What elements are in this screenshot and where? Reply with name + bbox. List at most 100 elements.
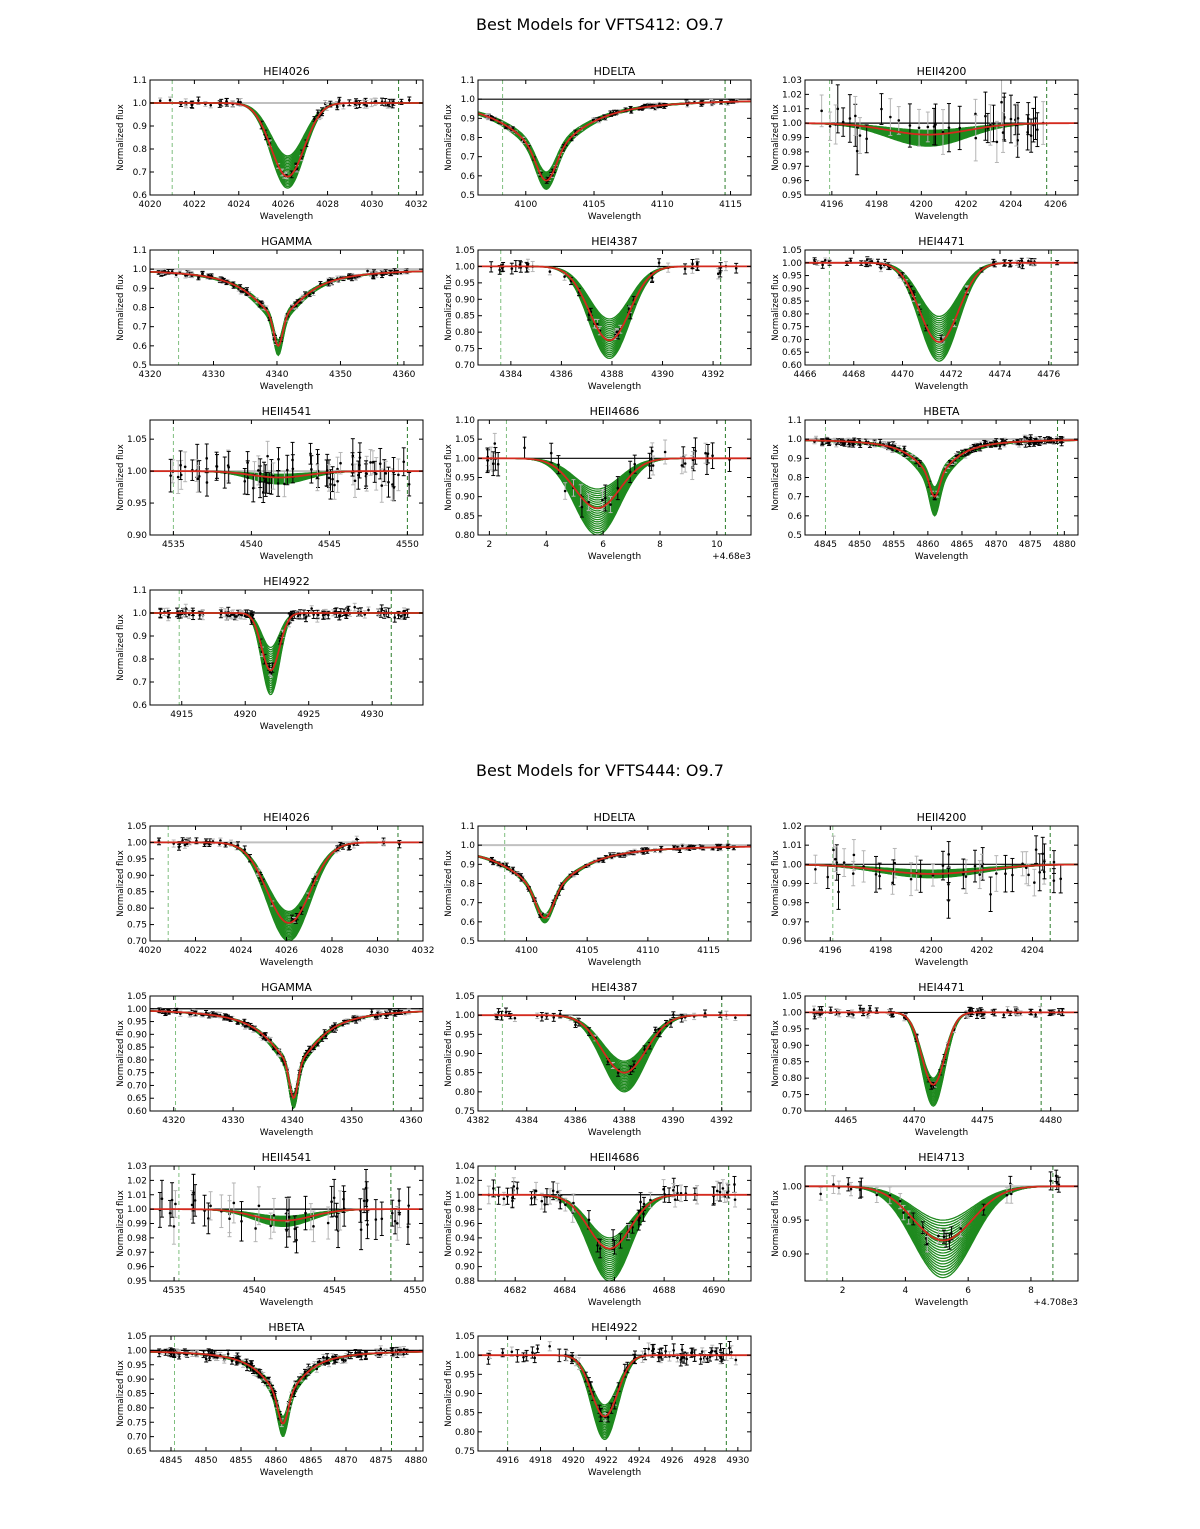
best-fit-curve	[478, 1354, 751, 1418]
data-point	[563, 482, 568, 500]
x-tick-label: 4880	[1053, 540, 1076, 550]
data-point	[650, 272, 655, 283]
y-tick-label: 0.70	[782, 335, 802, 345]
data-point	[828, 1006, 833, 1014]
y-tick-label: 0.95	[455, 279, 475, 289]
data-point	[379, 1201, 384, 1237]
x-tick-label: 2	[840, 1286, 846, 1296]
x-tick-label: 4022	[183, 200, 206, 210]
y-tick-label: 0.95	[127, 1277, 147, 1287]
data-point	[718, 1182, 723, 1202]
x-tick-label: 4032	[405, 200, 428, 210]
model-curve	[150, 841, 423, 918]
data-point	[365, 1210, 370, 1240]
data-point	[183, 451, 188, 483]
x-axis-label: Wavelength	[915, 552, 968, 562]
model-curve	[478, 1194, 751, 1268]
x-tick-label: 4865	[300, 1456, 323, 1466]
y-tick-label: 1.00	[455, 1351, 475, 1361]
x-axis-label: Wavelength	[588, 1298, 641, 1308]
plot-area	[150, 996, 423, 1111]
data-point	[393, 1207, 398, 1235]
y-tick-label: 1.05	[455, 992, 475, 1002]
y-tick-label: 0.85	[782, 1058, 802, 1068]
y-tick-label: 1.00	[782, 259, 802, 269]
x-tick-label: 4690	[702, 1286, 725, 1296]
model-curve	[805, 262, 1078, 330]
y-tick-label: 1.00	[455, 262, 475, 272]
data-point	[547, 267, 552, 276]
x-tick-label: 4870	[335, 1456, 358, 1466]
plot-area	[478, 80, 751, 195]
x-tick-label: 4110	[651, 200, 674, 210]
model-curve	[150, 270, 423, 349]
y-tick-label: 0.6	[461, 918, 476, 928]
model-curve	[150, 1010, 423, 1105]
model-curve	[150, 1010, 423, 1109]
model-curve	[805, 262, 1078, 347]
y-axis-label: Normalized flux	[444, 104, 454, 171]
y-tick-label: 0.96	[455, 1220, 475, 1230]
data-point	[485, 447, 490, 474]
data-point	[850, 1009, 855, 1018]
data-point	[380, 97, 385, 106]
model-curve	[478, 265, 751, 324]
x-offset-label: +4.708e3	[1033, 1298, 1078, 1308]
x-tick-label: 4	[903, 1286, 909, 1296]
axes-frame	[149, 419, 424, 536]
model-curve	[150, 102, 423, 157]
panel-hbeta: 4845 4850 4855 4860 4865 4870 4875 4880 0.5 0.6 0.…	[771, 405, 1079, 562]
x-tick-label: 4466	[794, 370, 817, 380]
panel-heii4686: 4682 4684 4686 4688 4690 0.88 0.90 0.92 0.94 0.96…	[444, 1151, 752, 1308]
best-fit-curve	[150, 102, 423, 178]
data-point	[1010, 857, 1015, 893]
data-point	[1054, 1175, 1059, 1191]
model-curve	[805, 262, 1078, 324]
best-fit-curve	[150, 841, 423, 924]
y-tick-label: 0.9	[461, 860, 476, 870]
data-point	[1005, 1006, 1010, 1015]
data-point	[727, 447, 732, 472]
model-curve	[150, 1010, 423, 1098]
panel-hei4026: 4020 4022 4024 4026 4028 4030 4032 0.6 0.7 0.8 0.9…	[116, 65, 428, 222]
y-axis-label: Normalized flux	[771, 274, 781, 341]
y-tick-label: 1.01	[782, 841, 802, 851]
y-tick-label: 0.6	[133, 701, 148, 711]
data-point	[861, 850, 866, 883]
y-tick-label: 0.95	[455, 1370, 475, 1380]
y-tick-label: 0.95	[127, 1361, 147, 1371]
best-fit-curve	[805, 122, 1078, 136]
panel-title: HEI4387	[591, 235, 637, 248]
model-curve	[478, 265, 751, 337]
x-axis-label: Wavelength	[260, 382, 313, 392]
plot-area	[478, 250, 751, 365]
y-tick-label: 0.95	[127, 499, 147, 509]
data-point	[364, 1168, 369, 1207]
model-curve	[478, 265, 751, 322]
y-tick-label: 1.0	[133, 609, 148, 619]
data-point	[628, 460, 633, 484]
model-curve	[150, 841, 423, 914]
data-point	[374, 457, 379, 491]
y-tick-label: 0.98	[782, 148, 802, 158]
data-point	[961, 858, 966, 890]
data-point	[159, 1179, 164, 1218]
x-tick-label: 4196	[819, 946, 842, 956]
data-point	[679, 456, 684, 475]
data-point	[162, 607, 167, 616]
plot-area	[805, 80, 1078, 195]
x-tick-label: 4028	[316, 200, 339, 210]
data-point	[365, 267, 370, 274]
data-point	[953, 453, 958, 459]
y-tick-label: 0.70	[127, 1433, 147, 1443]
data-point	[946, 103, 951, 153]
axes-frame	[477, 995, 752, 1112]
x-axis-label: Wavelength	[915, 212, 968, 222]
data-point	[573, 1021, 578, 1028]
data-point	[851, 839, 856, 871]
model-curve	[478, 846, 751, 924]
panel-hgamma: 4320 4330 4340 4350 4360 0.5 0.6 0.7 0.8 0.9 1.0 1.…	[116, 235, 424, 392]
y-tick-label: 0.80	[782, 310, 802, 320]
x-tick-label: 4028	[321, 946, 344, 956]
